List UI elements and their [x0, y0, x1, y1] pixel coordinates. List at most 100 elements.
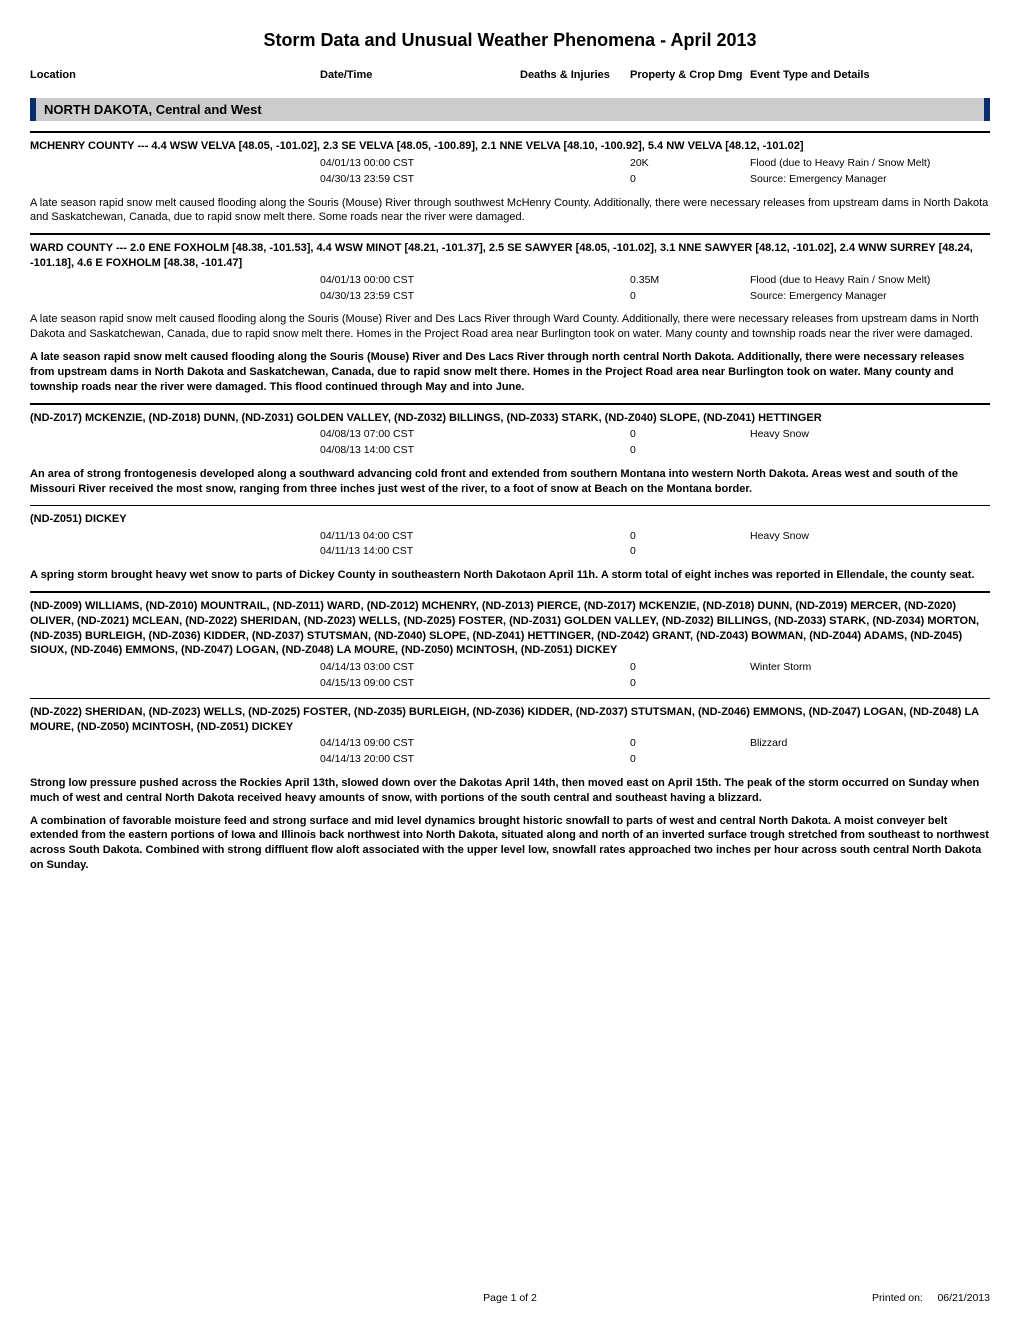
cell-prop-dmg: 0 [630, 736, 750, 752]
cell-injuries [520, 172, 630, 188]
cell-prop-dmg: 0 [630, 427, 750, 443]
cell-event: Blizzard [750, 736, 990, 752]
cell-event: Winter Storm [750, 660, 990, 676]
cell-crop-dmg: 0 [630, 172, 750, 188]
cell-source [750, 752, 990, 768]
data-row-end: 04/30/13 23:59 CST 0Source: Emergency Man… [30, 289, 990, 305]
cell-event: Flood (due to Heavy Rain / Snow Melt) [750, 156, 990, 172]
cell-start-datetime: 04/08/13 07:00 CST [320, 427, 520, 443]
cell-end-datetime: 04/15/13 09:00 CST [320, 676, 520, 692]
cell-injuries [520, 443, 630, 459]
data-row-end: 04/15/13 09:00 CST 0 [30, 676, 990, 692]
data-row-start: 04/01/13 00:00 CST20KFlood (due to Heavy… [30, 156, 990, 172]
storm-entry: (ND-Z051) DICKEY 04/11/13 04:00 CST 0Heavy… [30, 505, 990, 583]
cell-crop-dmg: 0 [630, 544, 750, 560]
page-title: Storm Data and Unusual Weather Phenomena… [30, 30, 990, 51]
cell-end-datetime: 04/30/13 23:59 CST [320, 289, 520, 305]
data-row-end: 04/11/13 14:00 CST 0 [30, 544, 990, 560]
data-row-start: 04/08/13 07:00 CST 0Heavy Snow [30, 427, 990, 443]
cell-empty [30, 544, 320, 560]
cell-source: Source: Emergency Manager [750, 289, 990, 305]
data-row-end: 04/14/13 20:00 CST 0 [30, 752, 990, 768]
cell-end-datetime: 04/11/13 14:00 CST [320, 544, 520, 560]
cell-empty [30, 289, 320, 305]
location-header: (ND-Z017) MCKENZIE, (ND-Z018) DUNN, (ND-… [30, 411, 990, 426]
cell-start-datetime: 04/01/13 00:00 CST [320, 273, 520, 289]
cell-prop-dmg: 0 [630, 660, 750, 676]
cell-deaths [520, 660, 630, 676]
cell-start-datetime: 04/11/13 04:00 CST [320, 529, 520, 545]
entries-container: MCHENRY COUNTY --- 4.4 WSW VELVA [48.05,… [30, 131, 990, 873]
data-row-start: 04/14/13 09:00 CST 0Blizzard [30, 736, 990, 752]
cell-prop-dmg: 0.35M [630, 273, 750, 289]
cell-injuries [520, 752, 630, 768]
cell-prop-dmg: 20K [630, 156, 750, 172]
column-headers: Location Date/Time Deaths & Injuries Pro… [30, 69, 990, 82]
cell-empty [30, 660, 320, 676]
storm-entry: MCHENRY COUNTY --- 4.4 WSW VELVA [48.05,… [30, 131, 990, 225]
cell-crop-dmg: 0 [630, 443, 750, 459]
cell-deaths [520, 156, 630, 172]
cell-deaths [520, 529, 630, 545]
data-row-end: 04/08/13 14:00 CST0 [30, 443, 990, 459]
cell-crop-dmg: 0 [630, 752, 750, 768]
cell-event: Heavy Snow [750, 427, 990, 443]
data-row-start: 04/11/13 04:00 CST 0Heavy Snow [30, 529, 990, 545]
cell-injuries [520, 289, 630, 305]
col-event: Event Type and Details [750, 69, 990, 82]
col-property: Property & Crop Dmg [630, 69, 750, 82]
narrative-text: A late season rapid snow melt caused flo… [30, 350, 990, 395]
footer-page: Page 1 of 2 [483, 1292, 537, 1304]
location-header: WARD COUNTY --- 2.0 ENE FOXHOLM [48.38, … [30, 241, 990, 271]
cell-empty [30, 427, 320, 443]
cell-empty [30, 273, 320, 289]
cell-crop-dmg: 0 [630, 676, 750, 692]
cell-deaths [520, 736, 630, 752]
cell-event: Heavy Snow [750, 529, 990, 545]
location-header: MCHENRY COUNTY --- 4.4 WSW VELVA [48.05,… [30, 139, 990, 154]
cell-deaths [520, 427, 630, 443]
footer-right: Printed on: 06/21/2013 [872, 1292, 990, 1304]
cell-empty [30, 156, 320, 172]
narrative-text: Strong low pressure pushed across the Ro… [30, 776, 990, 806]
cell-empty [30, 736, 320, 752]
cell-source [750, 676, 990, 692]
cell-empty [30, 529, 320, 545]
cell-prop-dmg: 0 [630, 529, 750, 545]
cell-end-datetime: 04/30/13 23:59 CST [320, 172, 520, 188]
data-row-start: 04/01/13 00:00 CST 0.35MFlood (due to Hea… [30, 273, 990, 289]
region-header: NORTH DAKOTA, Central and West [30, 98, 990, 121]
cell-event: Flood (due to Heavy Rain / Snow Melt) [750, 273, 990, 289]
narrative-text: A late season rapid snow melt caused flo… [30, 196, 990, 226]
cell-deaths [520, 273, 630, 289]
location-header: (ND-Z051) DICKEY [30, 512, 990, 527]
storm-entry: (ND-Z017) MCKENZIE, (ND-Z018) DUNN, (ND-… [30, 403, 990, 497]
page-footer: Page 1 of 2 Printed on: 06/21/2013 [30, 1292, 990, 1304]
cell-empty [30, 676, 320, 692]
narrative-text: A spring storm brought heavy wet snow to… [30, 568, 990, 583]
storm-entry: (ND-Z022) SHERIDAN, (ND-Z023) WELLS, (ND… [30, 698, 990, 873]
cell-start-datetime: 04/14/13 03:00 CST [320, 660, 520, 676]
cell-start-datetime: 04/14/13 09:00 CST [320, 736, 520, 752]
data-row-end: 04/30/13 23:59 CST 0Source: Emergency Man… [30, 172, 990, 188]
cell-source: Source: Emergency Manager [750, 172, 990, 188]
narrative-text: A late season rapid snow melt caused flo… [30, 312, 990, 342]
narrative-text: A combination of favorable moisture feed… [30, 814, 990, 873]
cell-crop-dmg: 0 [630, 289, 750, 305]
storm-entry: (ND-Z009) WILLIAMS, (ND-Z010) MOUNTRAIL,… [30, 591, 990, 692]
col-datetime: Date/Time [320, 69, 520, 82]
printed-date: 06/21/2013 [937, 1292, 990, 1304]
location-header: (ND-Z022) SHERIDAN, (ND-Z023) WELLS, (ND… [30, 705, 990, 735]
col-deaths: Deaths & Injuries [520, 69, 630, 82]
cell-end-datetime: 04/14/13 20:00 CST [320, 752, 520, 768]
cell-source [750, 544, 990, 560]
data-row-start: 04/14/13 03:00 CST 0Winter Storm [30, 660, 990, 676]
cell-empty [30, 172, 320, 188]
cell-injuries [520, 676, 630, 692]
cell-source [750, 443, 990, 459]
storm-entry: WARD COUNTY --- 2.0 ENE FOXHOLM [48.38, … [30, 233, 990, 394]
cell-empty [30, 752, 320, 768]
printed-label: Printed on: [872, 1292, 923, 1304]
narrative-text: An area of strong frontogenesis develope… [30, 467, 990, 497]
cell-empty [30, 443, 320, 459]
